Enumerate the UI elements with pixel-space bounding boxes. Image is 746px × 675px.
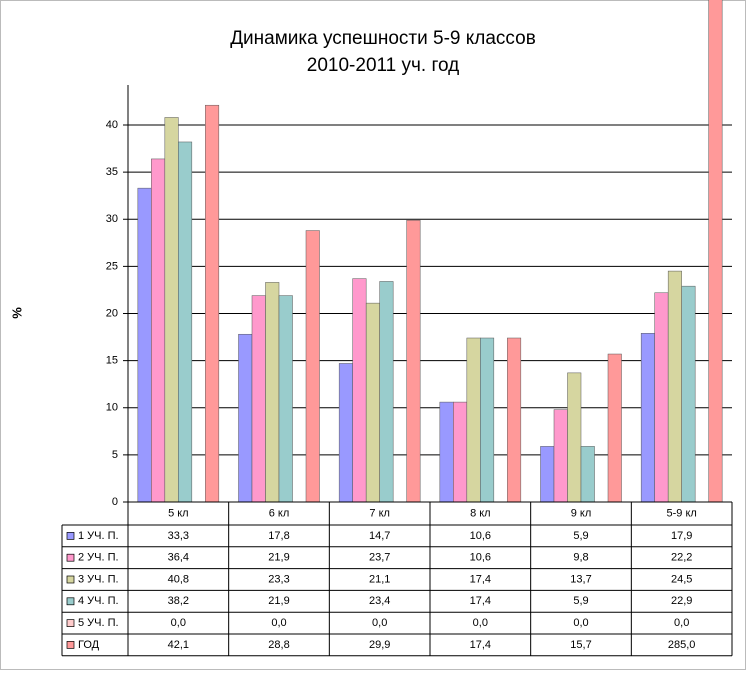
bar [453,401,468,503]
bar [553,409,568,503]
table-value: 17,8 [268,530,289,542]
table-value: 5,9 [573,595,588,607]
table-value: 42,1 [168,639,189,651]
bar [151,158,166,503]
bar [580,446,595,503]
bar [607,353,622,503]
y-tick-label: 40 [106,119,118,131]
legend-label: 5 УЧ. П. [78,617,119,629]
bar [305,230,320,503]
x-tick-label: 5-9 кл [667,507,697,519]
bar [567,372,582,503]
table-value: 15,7 [570,639,591,651]
bar [406,219,421,503]
bar [178,141,193,503]
table-value: 285,0 [668,639,696,651]
table-value: 13,7 [570,573,591,585]
table-value: 0,0 [473,617,488,629]
y-tick-label: 0 [112,496,118,508]
table-value: 0,0 [171,617,186,629]
table-value: 21,9 [268,552,289,564]
table-value: 0,0 [271,617,286,629]
table-value: 36,4 [168,552,189,564]
bar [640,333,655,503]
legend-swatch [66,575,75,584]
x-tick-label: 9 кл [571,507,592,519]
chart-subtitle: 2010-2011 уч. год [307,55,459,76]
bar [205,104,220,503]
bar [654,292,669,503]
bar [507,337,522,503]
table-value: 9,8 [573,552,588,564]
table-value: 38,2 [168,595,189,607]
bar [540,446,555,503]
bar [352,278,367,503]
bar [238,333,253,503]
table-value: 29,9 [369,639,390,651]
y-tick-label: 10 [106,402,118,414]
x-tick-label: 8 кл [470,507,491,519]
bar [667,270,682,503]
table-value: 23,4 [369,595,390,607]
table-value: 23,7 [369,552,390,564]
x-tick-label: 7 кл [369,507,390,519]
bar [338,363,353,503]
bar [466,337,481,503]
chart-title: Динамика успешности 5-9 классов [230,28,536,49]
table-value: 10,6 [470,530,491,542]
bar [365,302,380,503]
y-tick-label: 35 [106,166,118,178]
bar [681,285,696,503]
bar [137,187,152,503]
bar [480,337,495,503]
legend-swatch [66,597,75,606]
table-value: 17,4 [470,573,491,585]
table-value: 22,9 [671,595,692,607]
table-value: 0,0 [372,617,387,629]
table-value: 0,0 [573,617,588,629]
legend-swatch [66,553,75,562]
y-axis-label: % [9,307,24,319]
legend-label: 4 УЧ. П. [78,595,119,607]
table-value: 10,6 [470,552,491,564]
y-tick-label: 25 [106,260,118,272]
legend-label: 1 УЧ. П. [78,530,119,542]
bars [137,0,723,503]
table-value: 21,9 [268,595,289,607]
table-value: 5,9 [573,530,588,542]
bar [251,295,266,503]
y-tick-label: 5 [112,449,118,461]
legend-swatch [66,641,75,649]
table-value: 17,4 [470,595,491,607]
bar [164,117,179,503]
y-tick-label: 30 [106,213,118,225]
table-value: 17,4 [470,639,491,651]
table-value: 28,8 [268,639,289,651]
x-tick-label: 5 кл [168,507,189,519]
legend-label: 2 УЧ. П. [78,552,119,564]
bar [265,282,280,503]
legend-swatch [66,532,75,540]
bar [439,401,454,503]
table-value: 0,0 [674,617,689,629]
table-value: 23,3 [268,573,289,585]
legend-swatch [66,619,75,627]
bar [278,295,293,503]
y-tick-label: 15 [106,355,118,367]
table-value: 22,2 [671,552,692,564]
y-tick-label: 20 [106,307,118,319]
table-value: 14,7 [369,530,390,542]
table-value: 24,5 [671,573,692,585]
bar [379,281,394,503]
table-value: 21,1 [369,573,390,585]
legend-label: 3 УЧ. П. [78,573,119,585]
legend-label: ГОД [78,639,100,651]
bar [708,0,723,503]
table-value: 40,8 [168,573,189,585]
x-tick-label: 6 кл [269,507,290,519]
table-value: 33,3 [168,530,189,542]
table-value: 17,9 [671,530,692,542]
